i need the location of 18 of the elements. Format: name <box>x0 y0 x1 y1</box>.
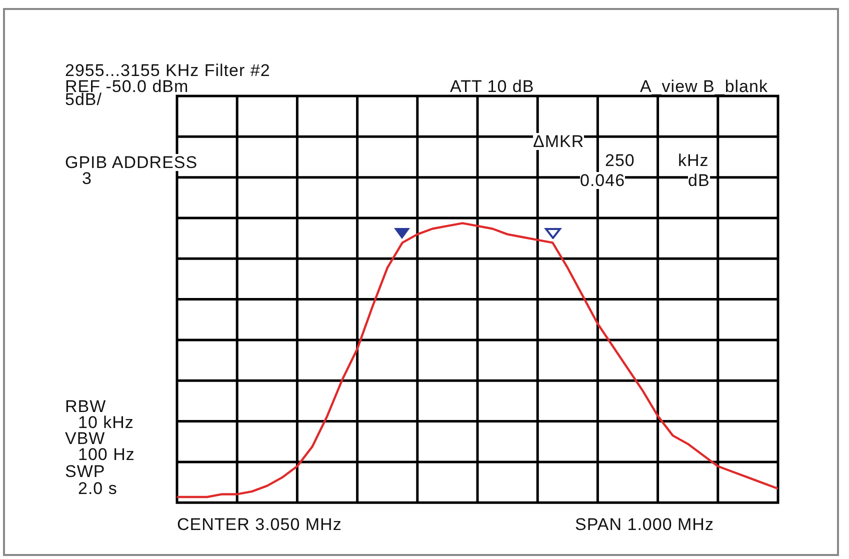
text: A_view B_blank <box>640 77 768 96</box>
text: ATT 10 dB <box>450 77 534 96</box>
text: dB <box>688 171 710 190</box>
text: SWP <box>65 462 106 481</box>
text: 0.046 <box>580 171 626 190</box>
text: 100 Hz <box>78 445 135 464</box>
text: 10 kHz <box>78 413 134 432</box>
text: 2.0 s <box>78 479 118 498</box>
text: SPAN 1.000 MHz <box>575 515 714 534</box>
text: 3 <box>82 169 92 188</box>
text: 250 <box>605 151 635 170</box>
chart-title: 2955...3155 KHz Filter #2 <box>65 61 270 80</box>
text: CENTER 3.050 MHz <box>177 515 342 534</box>
text: kHz <box>678 151 709 170</box>
text: ΔMKR <box>533 132 584 151</box>
text: RBW <box>65 397 106 416</box>
text: VBW <box>65 429 106 448</box>
text: GPIB ADDRESS <box>65 153 198 172</box>
